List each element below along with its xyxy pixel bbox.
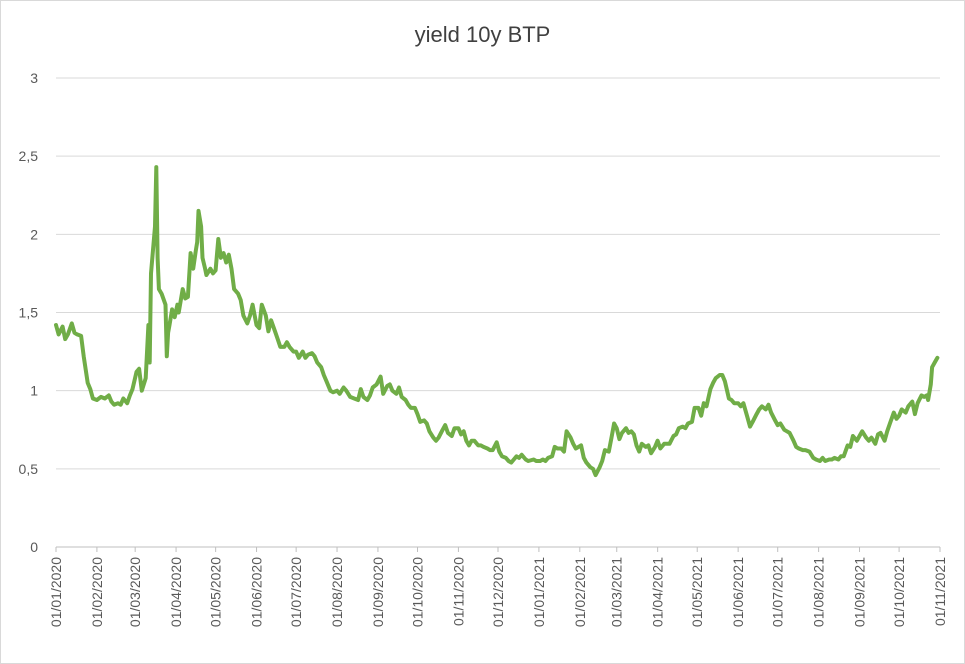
x-tick-label: 01/03/2020	[127, 557, 143, 627]
y-tick-label: 0	[30, 539, 38, 555]
x-tick-label: 01/02/2021	[572, 557, 588, 627]
x-tick-label: 01/05/2021	[689, 557, 705, 627]
x-tick-label: 01/12/2020	[490, 557, 506, 627]
x-tick-label: 01/01/2021	[531, 557, 547, 627]
x-tick-label: 01/08/2020	[329, 557, 345, 627]
x-tick-label: 01/06/2020	[249, 557, 265, 627]
x-tick-label: 01/01/2020	[48, 557, 64, 627]
x-tick-label: 01/07/2021	[770, 557, 786, 627]
x-tick-label: 01/08/2021	[811, 557, 827, 627]
x-tick-label: 01/02/2020	[89, 557, 105, 627]
x-tick-label: 01/10/2020	[410, 557, 426, 627]
x-tick-label: 01/04/2021	[650, 557, 666, 627]
y-tick-label: 2,5	[19, 148, 39, 164]
x-tick-label: 01/10/2021	[891, 557, 907, 627]
y-axis: 0 0,5 1 1,5 2 2,5 3	[19, 70, 39, 555]
series-layer	[54, 165, 940, 478]
x-tick-label: 01/11/2020	[450, 557, 466, 626]
y-tick-label: 2	[30, 226, 38, 242]
y-tick-label: 3	[30, 70, 38, 86]
x-tick-label: 01/07/2020	[288, 557, 304, 627]
x-tick-label: 01/03/2021	[609, 557, 625, 627]
x-tick-label: 01/09/2021	[852, 557, 868, 627]
y-tick-label: 0,5	[19, 461, 39, 477]
x-tick-label: 01/09/2020	[370, 557, 386, 627]
x-tick-label: 01/04/2020	[168, 557, 184, 627]
x-tick-label: 01/06/2021	[730, 557, 746, 627]
gridlines	[56, 77, 940, 470]
x-axis: 01/01/2020 01/02/2020 01/03/2020 01/04/2020…	[48, 546, 948, 627]
y-tick-label: 1,5	[19, 305, 39, 321]
y-tick-label: 1	[30, 383, 38, 399]
series-line	[54, 165, 940, 478]
x-tick-label: 01/05/2020	[208, 557, 224, 627]
chart-title: yield 10y BTP	[414, 22, 551, 47]
x-tick-label: 01/11/2021	[932, 557, 948, 626]
